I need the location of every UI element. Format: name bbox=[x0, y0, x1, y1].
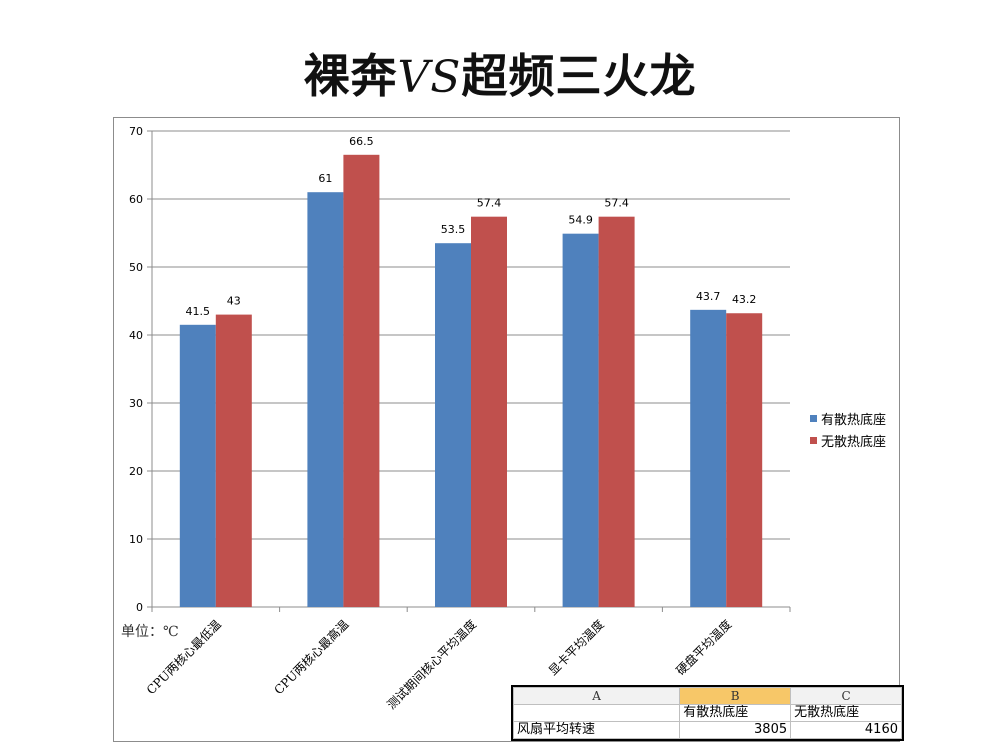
data-label: 43.2 bbox=[732, 293, 757, 306]
sheet-cell-c2[interactable]: 4160 bbox=[790, 721, 902, 739]
x-tick-label: CPU两核心最高温 bbox=[271, 617, 352, 698]
data-label: 61 bbox=[318, 172, 332, 185]
y-tick-label: 60 bbox=[129, 193, 143, 206]
data-label: 54.9 bbox=[568, 214, 593, 227]
title-part-b: 超频三火龙 bbox=[461, 49, 697, 103]
bar bbox=[562, 233, 599, 607]
y-tick-label: 0 bbox=[136, 601, 143, 614]
y-tick-label: 40 bbox=[129, 329, 143, 342]
bar bbox=[471, 216, 507, 607]
sheet-col-b[interactable]: B bbox=[679, 687, 792, 705]
sheet-cell-a2[interactable]: 风扇平均转速 bbox=[512, 721, 681, 739]
bar bbox=[435, 243, 471, 607]
bar bbox=[215, 314, 252, 607]
legend-item-with-stand: 有散热底座 bbox=[810, 409, 886, 428]
bar bbox=[726, 313, 763, 607]
x-tick-label: 硬盘平均温度 bbox=[673, 617, 735, 679]
y-tick-label: 20 bbox=[129, 465, 143, 478]
data-label: 57.4 bbox=[604, 197, 629, 210]
bar bbox=[343, 154, 380, 608]
data-label: 43 bbox=[227, 295, 241, 308]
x-tick-label: 测试期间核心平均温度 bbox=[384, 617, 479, 712]
data-label: 57.4 bbox=[477, 197, 502, 210]
sheet-cell-b1[interactable]: 有散热底座 bbox=[679, 704, 792, 722]
sheet-col-c[interactable]: C bbox=[790, 687, 902, 705]
page-title: 裸奔VS超频三火龙 bbox=[0, 40, 1000, 106]
data-label: 53.5 bbox=[441, 223, 466, 236]
y-tick-label: 70 bbox=[129, 125, 143, 138]
bar bbox=[690, 309, 727, 607]
data-label: 41.5 bbox=[186, 305, 211, 318]
bar bbox=[598, 216, 635, 607]
sheet-cell-b2[interactable]: 3805 bbox=[679, 721, 792, 739]
legend-label-without-stand: 无散热底座 bbox=[821, 435, 887, 450]
unit-label: 单位：℃ bbox=[121, 624, 179, 640]
sheet-column-header-row: A B C bbox=[512, 687, 902, 705]
y-tick-label: 30 bbox=[129, 397, 143, 410]
sheet-cell-c1[interactable]: 无散热底座 bbox=[790, 704, 902, 722]
bar bbox=[307, 192, 344, 607]
legend-item-without-stand: 无散热底座 bbox=[810, 431, 886, 450]
x-tick-label: 显卡平均温度 bbox=[545, 617, 607, 679]
y-tick-label: 50 bbox=[129, 261, 143, 274]
bar bbox=[179, 324, 216, 607]
data-label: 66.5 bbox=[349, 135, 374, 148]
sheet-data-row: 风扇平均转速 3805 4160 bbox=[512, 721, 902, 739]
spreadsheet-snippet: A B C 有散热底座 无散热底座 风扇平均转速 3805 4160 bbox=[511, 685, 904, 741]
sheet-cell-a1[interactable] bbox=[512, 704, 681, 722]
legend-label-with-stand: 有散热底座 bbox=[821, 413, 887, 428]
legend-swatch-without-stand bbox=[810, 437, 817, 444]
sheet-header-row: 有散热底座 无散热底座 bbox=[512, 704, 902, 722]
sheet-col-a[interactable]: A bbox=[512, 687, 681, 705]
title-part-a: 裸奔 bbox=[303, 49, 398, 103]
title-vs: VS bbox=[397, 52, 462, 103]
y-tick-label: 10 bbox=[129, 533, 143, 546]
legend-swatch-with-stand bbox=[810, 415, 817, 422]
data-label: 43.7 bbox=[696, 290, 721, 303]
